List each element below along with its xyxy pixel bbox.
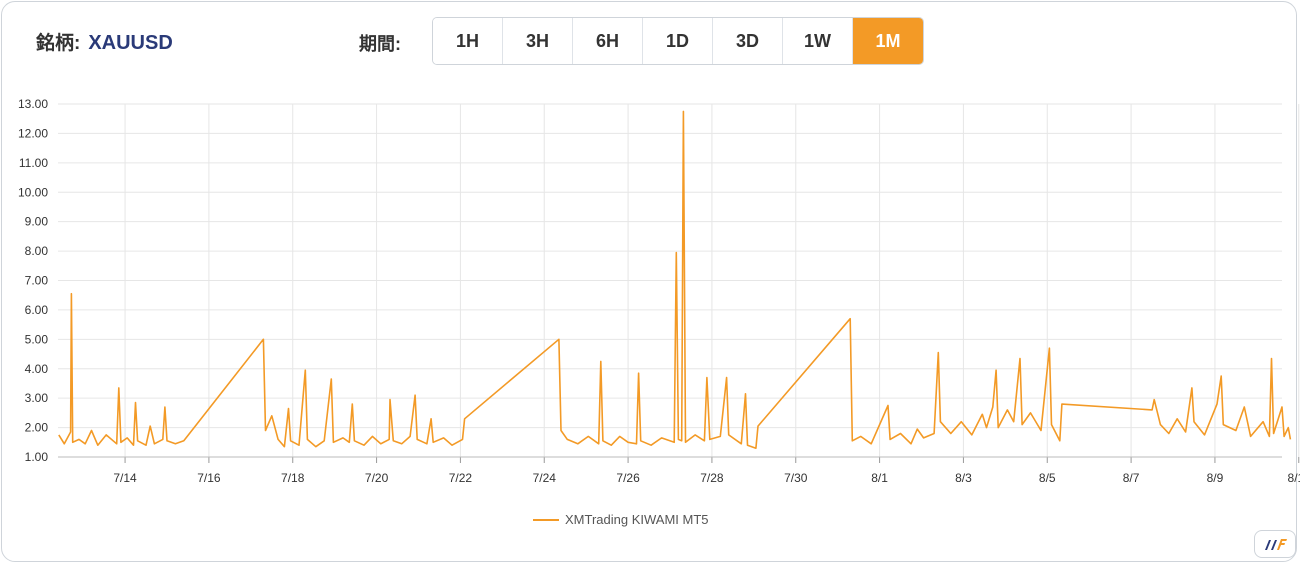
symbol-display: 銘柄: XAUUSD [36, 28, 173, 55]
x-tick-label: 8/11 [1288, 471, 1300, 485]
x-tick-label: 7/26 [616, 471, 640, 485]
x-tick-label: 7/18 [281, 471, 305, 485]
y-tick-label: 12.00 [18, 126, 48, 140]
x-tick-label: 7/30 [784, 471, 808, 485]
period-button-1w[interactable]: 1W [783, 18, 853, 64]
y-tick-label: 13.00 [18, 97, 48, 111]
y-tick-label: 3.00 [25, 391, 49, 405]
period-label: 期間: [359, 34, 401, 54]
y-tick-label: 1.00 [25, 450, 49, 464]
symbol-label: 銘柄: [36, 33, 81, 54]
y-tick-label: 4.00 [25, 362, 49, 376]
period-button-1h[interactable]: 1H [433, 18, 503, 64]
mtf-logo-icon [1254, 530, 1296, 558]
y-tick-label: 6.00 [25, 303, 49, 317]
chart-legend[interactable]: XMTrading KIWAMI MT5 [533, 512, 709, 527]
legend-swatch [533, 518, 559, 521]
y-tick-label: 9.00 [25, 215, 49, 229]
x-tick-label: 7/16 [197, 471, 221, 485]
x-tick-label: 7/20 [365, 471, 389, 485]
y-tick-label: 10.00 [18, 185, 48, 199]
x-tick-label: 7/28 [700, 471, 724, 485]
period-button-1d[interactable]: 1D [643, 18, 713, 64]
symbol-value: XAUUSD [88, 32, 173, 54]
legend-label: XMTrading KIWAMI MT5 [565, 512, 709, 527]
x-tick-label: 7/14 [113, 471, 137, 485]
y-tick-label: 2.00 [25, 421, 49, 435]
period-button-3d[interactable]: 3D [713, 18, 783, 64]
y-tick-label: 5.00 [25, 332, 49, 346]
x-tick-label: 8/5 [1039, 471, 1056, 485]
period-selector: 1H 3H 6H 1D 3D 1W 1M [432, 17, 924, 65]
series-line [58, 110, 1292, 450]
x-tick-label: 8/7 [1123, 471, 1140, 485]
y-tick-label: 8.00 [25, 244, 49, 258]
y-tick-label: 7.00 [25, 274, 49, 288]
x-tick-label: 8/1 [871, 471, 888, 485]
x-tick-label: 8/9 [1207, 471, 1224, 485]
x-tick-label: 7/24 [533, 471, 557, 485]
period-button-1m[interactable]: 1M [853, 18, 923, 64]
period-button-3h[interactable]: 3H [503, 18, 573, 64]
period-button-6h[interactable]: 6H [573, 18, 643, 64]
y-tick-label: 11.00 [19, 156, 48, 170]
x-tick-label: 7/22 [449, 471, 473, 485]
x-tick-label: 8/3 [955, 471, 972, 485]
